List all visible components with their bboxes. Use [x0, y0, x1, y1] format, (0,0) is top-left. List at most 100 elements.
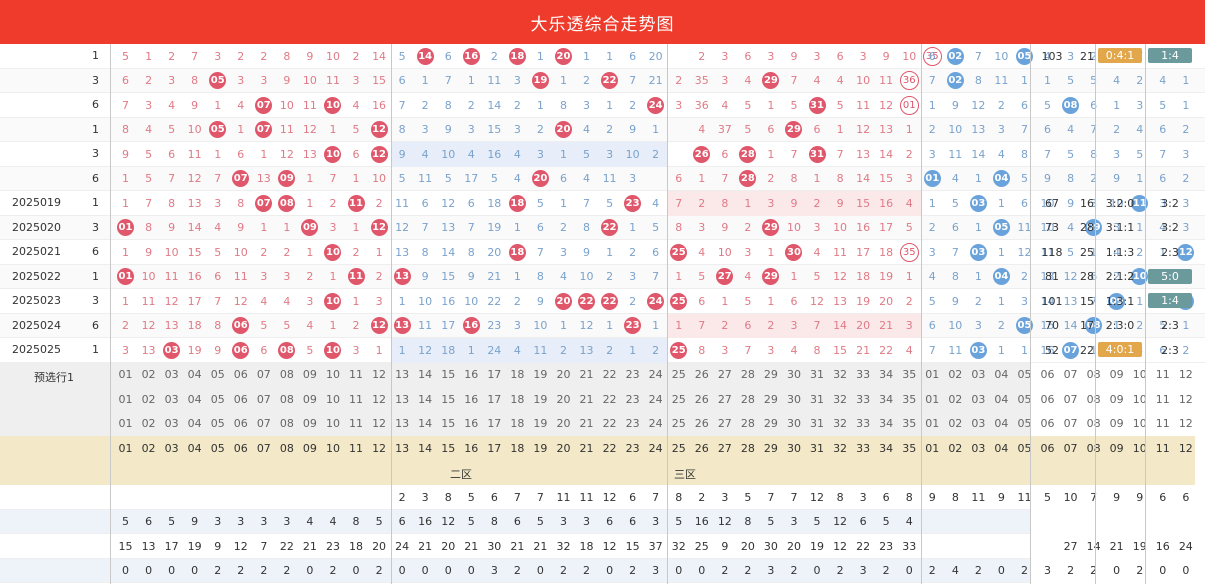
select-number[interactable]: 05 — [210, 392, 225, 406]
select-number[interactable]: 31 — [810, 392, 825, 406]
select-number[interactable]: 24 — [648, 368, 663, 382]
select-number[interactable]: 28 — [740, 368, 755, 382]
select-number[interactable]: 03 — [164, 368, 179, 382]
select-number[interactable]: 26 — [694, 392, 709, 406]
select-number[interactable]: 07 — [256, 417, 271, 431]
select-number[interactable]: 32 — [833, 392, 848, 406]
select-number[interactable]: 18 — [510, 417, 525, 431]
select-number[interactable]: 03 — [164, 417, 179, 431]
select-number[interactable]: 23 — [625, 392, 640, 406]
select-number[interactable]: 20 — [556, 392, 571, 406]
select-number[interactable]: 05 — [210, 368, 225, 382]
select-number[interactable]: 09 — [302, 417, 317, 431]
select-number[interactable]: 02 — [948, 417, 963, 431]
select-number[interactable]: 06 — [1040, 392, 1055, 406]
select-number[interactable]: 04 — [994, 368, 1009, 382]
select-number[interactable]: 10 — [1132, 392, 1147, 406]
select-number[interactable]: 21 — [579, 392, 594, 406]
select-number[interactable]: 08 — [1086, 368, 1101, 382]
select-number[interactable]: 08 — [1086, 417, 1101, 431]
select-number[interactable]: 29 — [763, 368, 778, 382]
select-number[interactable]: 11 — [1155, 368, 1170, 382]
select-number[interactable]: 16 — [464, 368, 479, 382]
select-number[interactable]: 12 — [1178, 417, 1193, 431]
select-number[interactable]: 13 — [395, 417, 410, 431]
select-number[interactable]: 19 — [533, 368, 548, 382]
select-number[interactable]: 14 — [418, 392, 433, 406]
select-number[interactable]: 01 — [118, 368, 133, 382]
select-number[interactable]: 16 — [464, 417, 479, 431]
select-number[interactable]: 25 — [671, 368, 686, 382]
select-number[interactable]: 34 — [879, 417, 894, 431]
select-number[interactable]: 25 — [671, 417, 686, 431]
select-number[interactable]: 23 — [625, 417, 640, 431]
select-number[interactable]: 06 — [233, 417, 248, 431]
select-number[interactable]: 02 — [141, 368, 156, 382]
select-number[interactable]: 16 — [464, 392, 479, 406]
select-number[interactable]: 12 — [372, 392, 387, 406]
select-number[interactable]: 10 — [1132, 417, 1147, 431]
select-number[interactable]: 08 — [279, 392, 294, 406]
select-number[interactable]: 04 — [187, 392, 202, 406]
select-number[interactable]: 07 — [1063, 368, 1078, 382]
select-number[interactable]: 02 — [141, 392, 156, 406]
select-number[interactable]: 09 — [302, 392, 317, 406]
select-number[interactable]: 20 — [556, 368, 571, 382]
select-number[interactable]: 06 — [1040, 368, 1055, 382]
select-number[interactable]: 03 — [164, 392, 179, 406]
select-number[interactable]: 02 — [141, 417, 156, 431]
select-number[interactable]: 04 — [994, 417, 1009, 431]
select-number[interactable]: 06 — [233, 368, 248, 382]
select-number[interactable]: 05 — [210, 417, 225, 431]
select-number[interactable]: 05 — [1017, 368, 1032, 382]
select-number[interactable]: 03 — [971, 368, 986, 382]
select-number[interactable]: 31 — [810, 368, 825, 382]
select-number[interactable]: 07 — [256, 392, 271, 406]
select-number[interactable]: 11 — [349, 417, 364, 431]
select-number[interactable]: 07 — [256, 368, 271, 382]
select-number[interactable]: 08 — [279, 368, 294, 382]
select-number[interactable]: 22 — [602, 368, 617, 382]
select-number[interactable]: 11 — [1155, 392, 1170, 406]
select-number[interactable]: 14 — [418, 368, 433, 382]
select-number[interactable]: 09 — [1109, 392, 1124, 406]
select-number[interactable]: 10 — [1132, 368, 1147, 382]
select-number[interactable]: 02 — [948, 392, 963, 406]
select-number[interactable]: 21 — [579, 368, 594, 382]
select-number[interactable]: 21 — [579, 417, 594, 431]
select-number[interactable]: 35 — [902, 368, 917, 382]
select-number[interactable]: 33 — [856, 392, 871, 406]
select-number[interactable]: 20 — [556, 417, 571, 431]
select-number[interactable]: 15 — [441, 368, 456, 382]
select-number[interactable]: 27 — [717, 368, 732, 382]
select-number[interactable]: 15 — [441, 392, 456, 406]
select-number[interactable]: 24 — [648, 417, 663, 431]
select-number[interactable]: 08 — [1086, 392, 1101, 406]
select-number[interactable]: 05 — [1017, 392, 1032, 406]
select-number[interactable]: 29 — [763, 417, 778, 431]
select-number[interactable]: 12 — [372, 417, 387, 431]
select-number[interactable]: 28 — [740, 392, 755, 406]
select-number[interactable]: 04 — [187, 368, 202, 382]
select-number[interactable]: 01 — [118, 392, 133, 406]
select-number[interactable]: 10 — [325, 392, 340, 406]
select-number[interactable]: 27 — [717, 417, 732, 431]
select-number[interactable]: 04 — [994, 392, 1009, 406]
select-number[interactable]: 32 — [833, 368, 848, 382]
select-number[interactable]: 33 — [856, 368, 871, 382]
select-number[interactable]: 03 — [971, 392, 986, 406]
select-number[interactable]: 32 — [833, 417, 848, 431]
select-number[interactable]: 31 — [810, 417, 825, 431]
select-number[interactable]: 07 — [1063, 417, 1078, 431]
select-number[interactable]: 30 — [786, 417, 801, 431]
select-number[interactable]: 17 — [487, 368, 502, 382]
select-number[interactable]: 14 — [418, 417, 433, 431]
select-number[interactable]: 09 — [302, 368, 317, 382]
select-number[interactable]: 33 — [856, 417, 871, 431]
select-number[interactable]: 19 — [533, 417, 548, 431]
select-number[interactable]: 34 — [879, 368, 894, 382]
select-number[interactable]: 19 — [533, 392, 548, 406]
select-number[interactable]: 27 — [717, 392, 732, 406]
select-number[interactable]: 18 — [510, 368, 525, 382]
select-number[interactable]: 01 — [925, 417, 940, 431]
